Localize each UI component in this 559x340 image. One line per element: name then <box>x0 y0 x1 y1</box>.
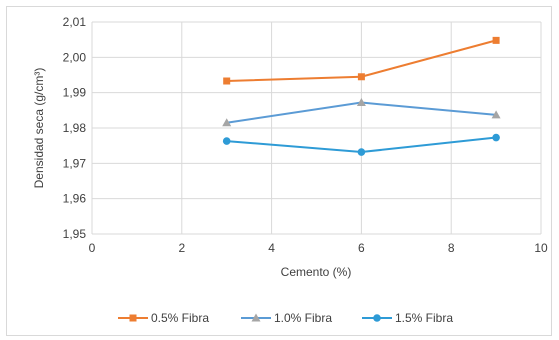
legend: 0.5% Fibra 1.0% Fibra 1.5% Fibra <box>118 311 453 325</box>
chart-frame <box>6 6 552 336</box>
data-point <box>222 118 232 127</box>
y-tick-label: 1,95 <box>63 227 87 241</box>
data-point <box>491 110 501 119</box>
x-tick-label: 10 <box>534 241 548 255</box>
data-point <box>222 137 231 145</box>
y-tick-labels: 1,95 1,96 1,97 1,98 1,99 2,00 2,01 <box>63 15 87 241</box>
data-point <box>492 36 500 44</box>
legend-label: 0.5% Fibra <box>151 311 209 325</box>
legend-marker <box>129 314 137 322</box>
series-3 <box>222 133 500 156</box>
x-tick-label: 4 <box>268 241 275 255</box>
y-tick-label: 1,97 <box>63 156 87 170</box>
grid-lines <box>91 21 542 235</box>
x-tick-labels: 0 2 4 6 8 10 <box>89 241 548 255</box>
legend-entry: 1.0% Fibra <box>241 311 332 325</box>
y-tick-label: 1,98 <box>63 121 87 135</box>
data-point <box>357 73 365 81</box>
x-tick-label: 6 <box>358 241 365 255</box>
series-1 <box>223 36 500 85</box>
series-group <box>222 36 501 156</box>
y-tick-label: 2,00 <box>63 50 87 64</box>
data-point <box>492 133 500 142</box>
legend-label: 1.5% Fibra <box>395 311 453 325</box>
y-tick-label: 1,96 <box>63 192 87 206</box>
y-tick-label: 1,99 <box>63 86 87 100</box>
y-axis-title: Densidad seca (g/cm³) <box>32 68 46 189</box>
x-tick-label: 8 <box>448 241 455 255</box>
series-2 <box>222 98 501 127</box>
x-axis-title: Cemento (%) <box>281 265 352 279</box>
y-tick-label: 2,01 <box>63 15 87 29</box>
data-point <box>356 98 366 107</box>
data-point <box>357 148 366 156</box>
legend-label: 1.0% Fibra <box>274 311 332 325</box>
legend-entry: 0.5% Fibra <box>118 311 209 325</box>
legend-marker <box>251 313 261 322</box>
data-point <box>223 77 231 85</box>
legend-entry: 1.5% Fibra <box>362 311 453 325</box>
legend-marker <box>373 314 381 322</box>
x-tick-label: 0 <box>89 241 96 255</box>
x-tick-label: 2 <box>178 241 185 255</box>
